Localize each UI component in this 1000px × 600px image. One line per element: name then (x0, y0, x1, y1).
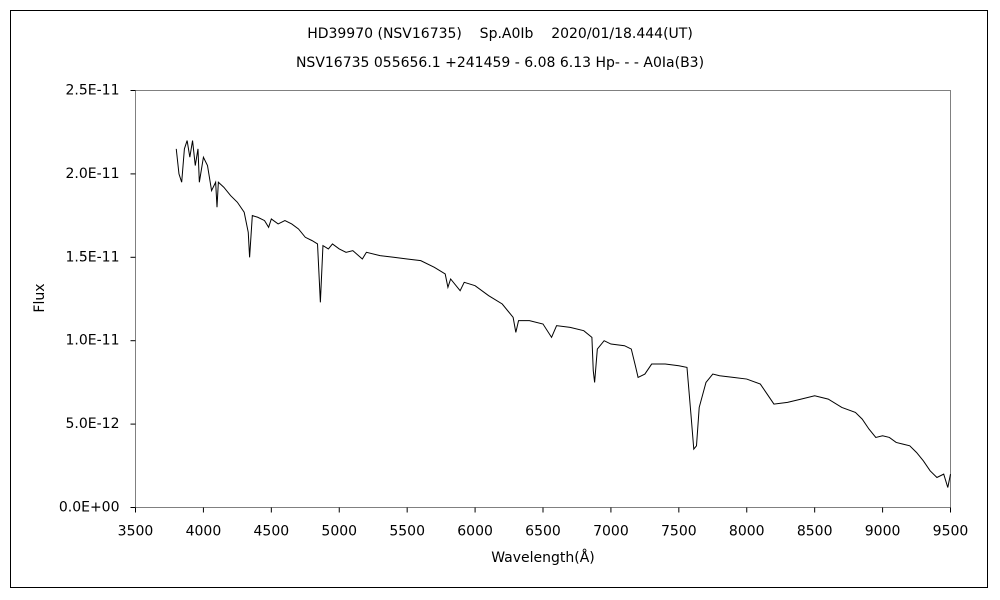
y-tick-label: 1.5E-11 (66, 249, 120, 265)
x-tick-label: 9500 (933, 524, 969, 540)
y-tick-label: 2.5E-11 (66, 83, 120, 99)
y-axis-label: Flux (32, 283, 48, 312)
x-tick-label: 9000 (865, 524, 901, 540)
y-tick-label: 5.0E-12 (66, 416, 120, 432)
x-tick-label: 6000 (457, 524, 493, 540)
x-tick-label: 6500 (525, 524, 561, 540)
x-tick-label: 7000 (593, 524, 629, 540)
y-tick-label: 1.0E-11 (66, 333, 120, 349)
x-tick-label: 4000 (186, 524, 222, 540)
x-tick-label: 7500 (661, 524, 697, 540)
x-tick-label: 5000 (321, 524, 357, 540)
chart-subtitle: NSV16735 055656.1 +241459 - 6.08 6.13 Hp… (296, 55, 704, 71)
chart-title: HD39970 (NSV16735) Sp.A0Ib 2020/01/18.44… (307, 26, 693, 42)
x-tick-label: 5500 (389, 524, 425, 540)
x-tick-label: 4500 (254, 524, 290, 540)
y-tick-label: 2.0E-11 (66, 166, 120, 182)
plot-area (135, 90, 951, 508)
spectrum-line (175, 140, 951, 488)
x-tick-label: 3500 (118, 524, 154, 540)
chart-border (10, 10, 988, 588)
x-tick-label: 8500 (797, 524, 833, 540)
y-tick-label: 0.0E+00 (59, 500, 120, 516)
x-tick-label: 8000 (729, 524, 765, 540)
x-axis-label: Wavelength(Å) (491, 549, 595, 566)
